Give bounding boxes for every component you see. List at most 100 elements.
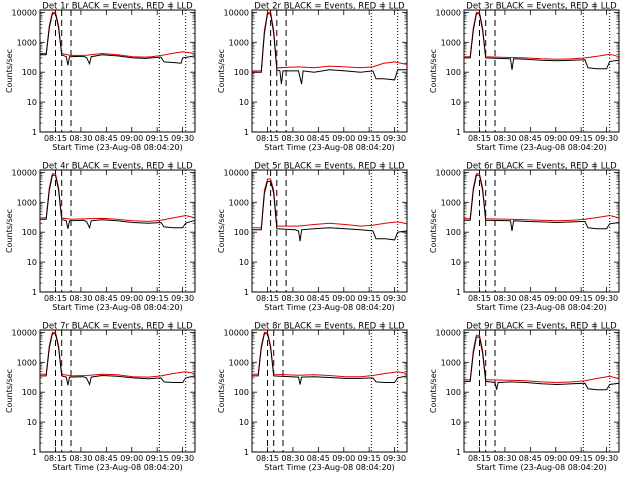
- corner-marker: [170, 322, 175, 331]
- x-tick-label: 09:15: [146, 294, 169, 303]
- series-lld-line: [40, 11, 196, 58]
- x-tick-label: 09:00: [544, 134, 567, 143]
- series-events-line: [252, 13, 407, 85]
- x-tick-label: 09:30: [595, 134, 618, 143]
- y-tick-label: 1: [32, 448, 37, 457]
- plot-frame: [251, 9, 408, 133]
- y-tick-label: 100: [22, 228, 37, 237]
- chart-title: Det 5r BLACK = Events, RED = LLD: [254, 162, 405, 172]
- y-tick-label: 10000: [12, 168, 37, 177]
- x-tick-label: 09:30: [171, 454, 194, 463]
- x-tick-label: 08:15: [256, 454, 279, 463]
- x-tick-label: 09:30: [383, 454, 406, 463]
- x-tick-label: 09:15: [358, 294, 381, 303]
- x-axis-label: Start Time (23-Aug-08 08:04:20): [264, 463, 395, 472]
- x-tick-label: 09:15: [570, 294, 593, 303]
- x-tick-label: 09:15: [358, 454, 381, 463]
- x-tick-label: 08:15: [44, 294, 67, 303]
- x-tick-label: 08:15: [256, 294, 279, 303]
- x-tick-label: 09:30: [595, 294, 618, 303]
- plot-frame: [251, 169, 408, 293]
- x-axis-label: Start Time (23-Aug-08 08:04:20): [476, 303, 607, 312]
- x-tick-label: 08:15: [256, 134, 279, 143]
- corner-marker: [382, 322, 387, 331]
- x-tick-label: 09:00: [332, 454, 355, 463]
- series-lld-line: [252, 178, 408, 229]
- x-tick-label: 08:15: [44, 134, 67, 143]
- y-axis-label: Counts/sec: [429, 209, 438, 253]
- chart-det-1: Det 1r BLACK = Events, RED = LLD 1 10 100 10…: [5, 2, 196, 152]
- x-tick-label: 09:30: [383, 294, 406, 303]
- series-events-line: [464, 336, 620, 391]
- x-axis-label: Start Time (23-Aug-08 08:04:20): [264, 143, 395, 152]
- chart-title: Det 2r BLACK = Events, RED = LLD: [254, 2, 405, 12]
- x-tick-label: 08:30: [281, 134, 304, 143]
- x-tick-label: 09:15: [570, 134, 593, 143]
- x-tick-label: 09:30: [171, 294, 194, 303]
- y-tick-label: 100: [446, 388, 461, 397]
- x-tick-label: 08:30: [493, 294, 516, 303]
- corner-marker: [170, 2, 175, 11]
- y-tick-label: 10000: [224, 8, 249, 17]
- x-tick-label: 08:45: [307, 454, 330, 463]
- series-lld-line: [252, 331, 408, 378]
- y-tick-label: 10000: [12, 8, 37, 17]
- y-tick-label: 10000: [436, 328, 461, 337]
- y-tick-label: 1000: [441, 358, 461, 367]
- x-tick-label: 09:00: [120, 294, 143, 303]
- y-tick-label: 1000: [17, 358, 37, 367]
- corner-marker: [170, 162, 175, 171]
- y-tick-label: 10000: [436, 8, 461, 17]
- y-tick-label: 1000: [229, 38, 249, 47]
- x-tick-label: 08:45: [307, 134, 330, 143]
- series-lld-line: [464, 11, 620, 60]
- series-events-line: [40, 174, 196, 230]
- corner-marker: [594, 2, 599, 11]
- y-tick-label: 10: [451, 98, 461, 107]
- plot-frame: [463, 9, 620, 133]
- y-tick-label: 10: [239, 258, 249, 267]
- series-lld-line: [40, 173, 196, 222]
- y-tick-label: 1: [32, 288, 37, 297]
- y-tick-label: 1: [456, 128, 461, 137]
- x-axis-label: Start Time (23-Aug-08 08:04:20): [264, 303, 395, 312]
- chart-det-2: Det 2r BLACK = Events, RED = LLD 1 10 100 10…: [217, 2, 408, 152]
- y-tick-label: 100: [234, 388, 249, 397]
- x-tick-label: 09:00: [120, 454, 143, 463]
- y-tick-label: 10000: [224, 328, 249, 337]
- x-axis-label: Start Time (23-Aug-08 08:04:20): [476, 463, 607, 472]
- x-tick-label: 08:45: [95, 134, 118, 143]
- x-tick-label: 08:15: [44, 454, 67, 463]
- y-tick-label: 100: [22, 388, 37, 397]
- y-axis-label: Counts/sec: [217, 209, 226, 253]
- chart-det-8: Det 8r BLACK = Events, RED = LLD 1 10 100 10…: [217, 322, 408, 472]
- series-events-line: [40, 13, 196, 66]
- chart-det-7: Det 7r BLACK = Events, RED = LLD 1 10 100 10…: [5, 322, 196, 472]
- x-tick-label: 09:00: [120, 134, 143, 143]
- y-tick-label: 10: [239, 98, 249, 107]
- x-tick-label: 09:30: [595, 454, 618, 463]
- y-tick-label: 10: [27, 98, 37, 107]
- series-events-line: [464, 174, 620, 231]
- plot-frame: [251, 329, 408, 453]
- plot-frame: [463, 329, 620, 453]
- x-tick-label: 09:00: [544, 454, 567, 463]
- x-tick-label: 08:30: [69, 294, 92, 303]
- x-tick-label: 09:15: [146, 134, 169, 143]
- y-tick-label: 1: [244, 448, 249, 457]
- y-tick-label: 10000: [12, 328, 37, 337]
- series-lld-line: [464, 173, 620, 222]
- x-tick-label: 08:45: [95, 294, 118, 303]
- plot-frame: [39, 329, 196, 453]
- x-tick-label: 08:30: [493, 134, 516, 143]
- x-tick-label: 08:15: [468, 294, 491, 303]
- series-lld-line: [252, 11, 408, 72]
- chart-title: Det 4r BLACK = Events, RED = LLD: [42, 162, 193, 172]
- x-tick-label: 09:15: [146, 454, 169, 463]
- x-tick-label: 08:30: [69, 134, 92, 143]
- x-tick-label: 08:30: [69, 454, 92, 463]
- x-tick-label: 09:00: [332, 294, 355, 303]
- chart-title: Det 3r BLACK = Events, RED = LLD: [466, 2, 617, 12]
- chart-det-3: Det 3r BLACK = Events, RED = LLD 1 10 100 10…: [429, 2, 620, 152]
- corner-marker: [594, 162, 599, 171]
